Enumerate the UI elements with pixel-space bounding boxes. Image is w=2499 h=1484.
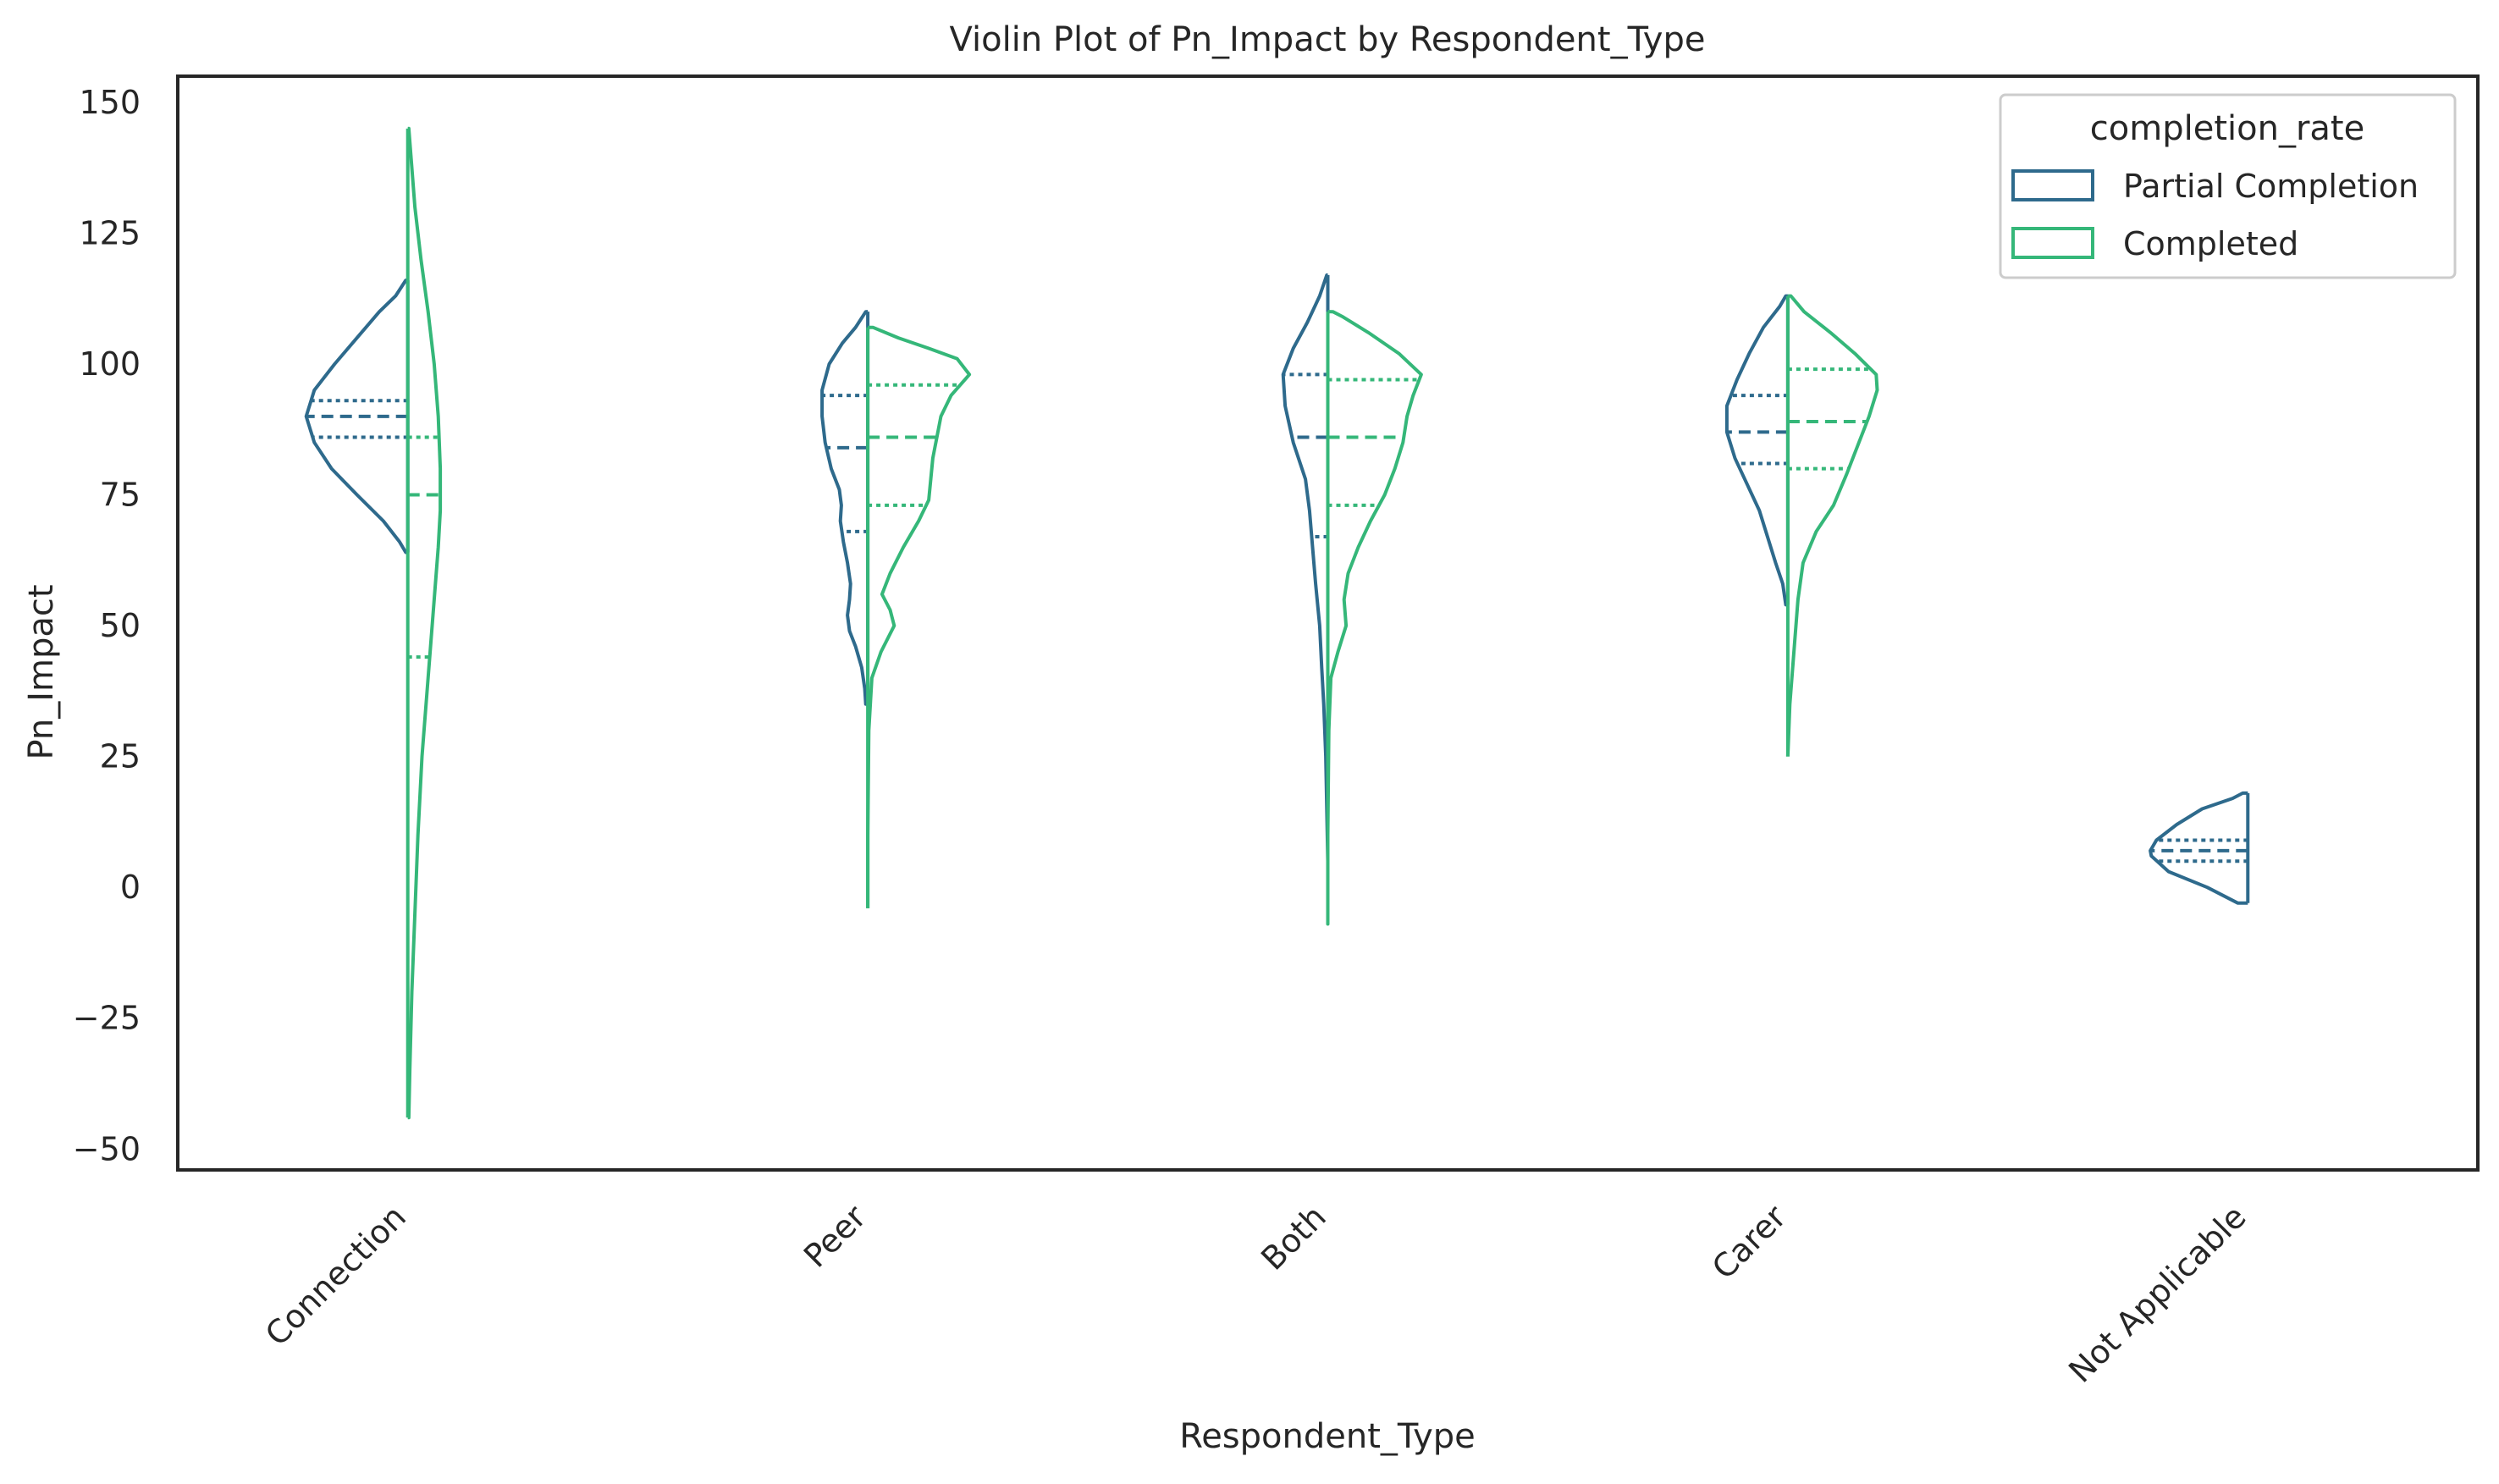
y-tick-label: 100 — [79, 345, 141, 383]
y-tick-label: 50 — [100, 607, 141, 644]
violin-completed-both — [1326, 310, 1423, 926]
chart-title: Violin Plot of Pn_Impact by Respondent_T… — [950, 20, 1706, 59]
violin-outline — [1724, 294, 1788, 607]
y-axis-label: Pn_Impact — [22, 584, 61, 759]
y-tick-label: −25 — [73, 1000, 141, 1037]
legend-label: Completed — [2123, 225, 2298, 262]
y-tick-label: 150 — [79, 84, 141, 121]
y-tick-label: 75 — [100, 477, 141, 514]
legend-swatch — [2011, 227, 2094, 259]
y-tick-labels: −50 −25 0 25 50 75 100 125 150 — [73, 84, 141, 1167]
violin-completed-carer — [1785, 294, 1879, 759]
x-axis-label: Respondent_Type — [1179, 1417, 1476, 1456]
y-tick-label: 125 — [79, 214, 141, 251]
violin-completed-connection — [405, 126, 443, 1120]
violin-partial-not-applicable — [2149, 791, 2250, 905]
plot-frame — [176, 74, 2480, 1172]
violin-outline — [1785, 294, 1879, 759]
violin-outline — [1326, 310, 1423, 926]
y-tick-label: −50 — [73, 1130, 141, 1167]
legend-title: completion_rate — [2090, 109, 2364, 148]
violin-outline — [2149, 791, 2248, 905]
violin-completed-peer — [866, 325, 972, 910]
legend: completion_rate Partial Completion Comple… — [1999, 93, 2457, 279]
legend-box — [1999, 93, 2457, 279]
legend-label: Partial Completion — [2123, 168, 2419, 205]
y-tick-label: 25 — [100, 738, 141, 775]
violin-outline — [1281, 273, 1330, 863]
violin-outline — [820, 310, 869, 706]
violins — [304, 126, 2250, 1120]
violin-outline — [866, 325, 972, 910]
y-tick-label: 0 — [120, 869, 141, 906]
legend-swatch — [2011, 169, 2094, 201]
violin-outline — [406, 126, 443, 1120]
